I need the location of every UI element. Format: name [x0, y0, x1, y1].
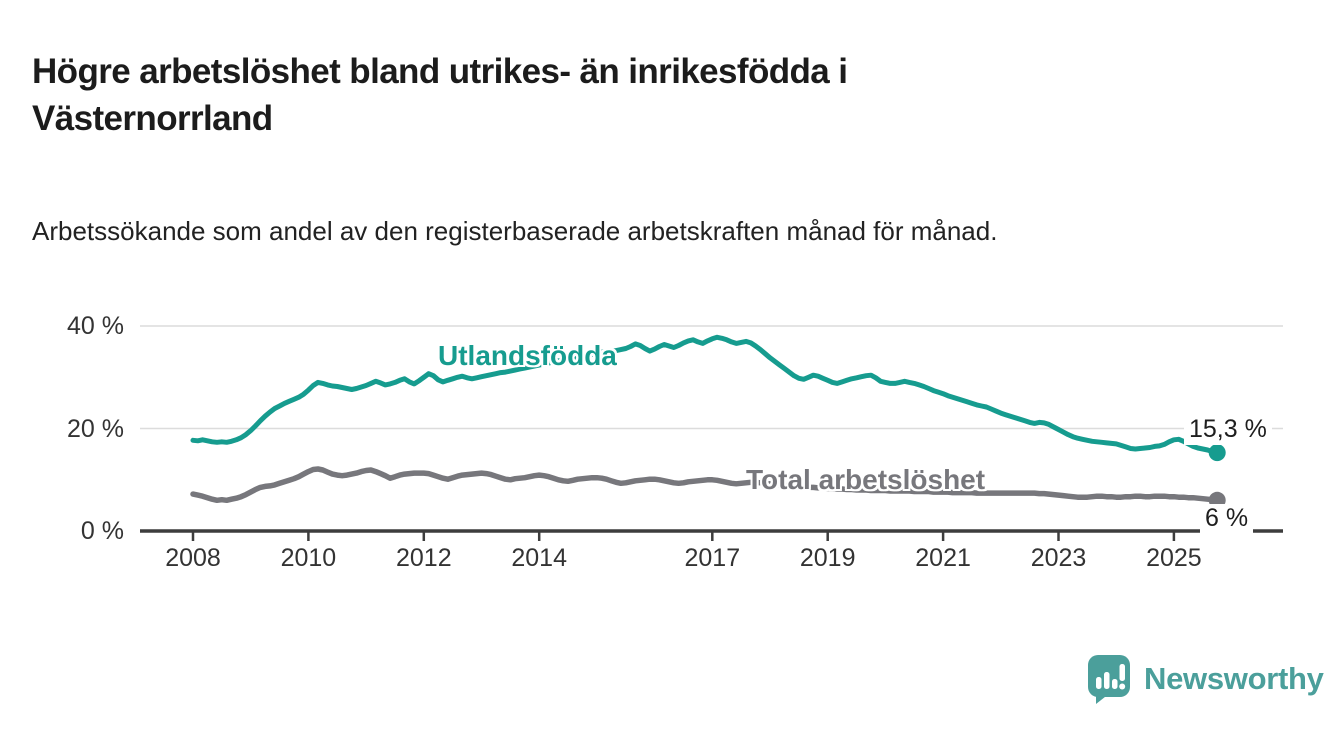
series-end-dot [1208, 444, 1226, 462]
x-tick-label: 2023 [1030, 544, 1087, 572]
y-tick-label: 20 % [67, 414, 124, 443]
x-tick-label: 2008 [165, 544, 221, 572]
series-label-total-arbetsloshet: Total arbetslöshet [746, 464, 986, 495]
x-tick-label: 2014 [511, 544, 567, 572]
x-tick-label: 2021 [915, 544, 971, 572]
chart-subtitle: Arbetssökande som andel av den registerb… [32, 216, 998, 246]
series-line [190, 466, 1220, 504]
x-tick-label: 2025 [1146, 544, 1202, 572]
end-value-total: 6 % [1200, 504, 1254, 534]
bar-chart-speech-bubble-icon [1088, 655, 1130, 704]
brand-name: Newsworthy [1144, 661, 1324, 696]
newsworthy-logo: Newsworthy [1085, 653, 1324, 705]
x-tick-label: 2017 [684, 544, 741, 572]
line-chart: 40 % 20 % 0 % 2008 2010 2012 2014 2017 2019 2021… [0, 290, 1340, 620]
x-tick-label: 2019 [799, 544, 856, 572]
series-label-utlandsfodda: Utlandsfödda [438, 340, 617, 371]
page-title: Högre arbetslöshet bland utrikes- än inr… [32, 52, 848, 138]
y-tick-label: 0 % [80, 517, 124, 545]
x-tick-label: 2010 [280, 544, 337, 572]
series-line [190, 334, 1220, 456]
end-value-utlandsfodda: 15,3 % [1184, 415, 1272, 445]
x-tick-label: 2012 [395, 544, 452, 572]
chart-canvas [140, 325, 1283, 541]
y-tick-label: 40 % [67, 312, 124, 340]
